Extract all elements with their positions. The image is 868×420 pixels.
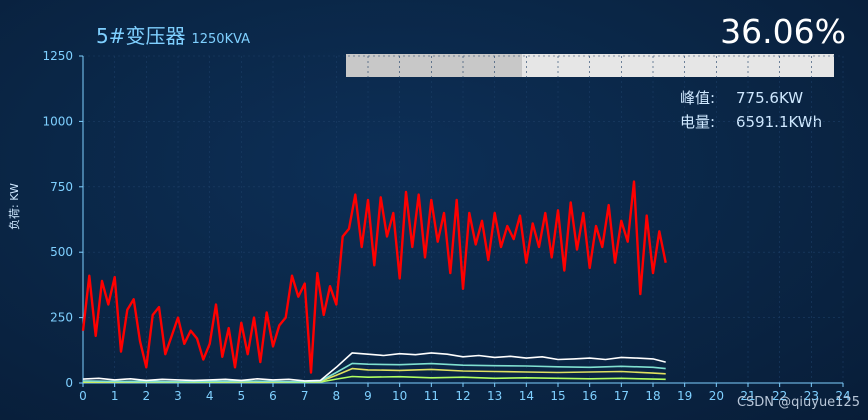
y-tick-label: 250 <box>50 311 73 325</box>
x-tick-label: 24 <box>835 389 850 403</box>
x-tick-label: 4 <box>206 389 214 403</box>
x-tick-label: 6 <box>269 389 277 403</box>
x-tick-label: 21 <box>740 389 755 403</box>
load-progress-bar <box>346 54 834 77</box>
transformer-capacity: 1250KVA <box>191 32 251 47</box>
x-tick-label: 22 <box>772 389 787 403</box>
energy-stat: 电量: 6591.1KWh <box>680 111 822 132</box>
y-tick-label: 750 <box>50 180 73 194</box>
series-line <box>82 362 666 383</box>
load-percent: 36.06% <box>720 12 846 51</box>
x-tick-label: 7 <box>301 389 309 403</box>
y-tick-label: 1000 <box>42 114 73 128</box>
x-tick-label: 12 <box>455 389 470 403</box>
x-tick-label: 11 <box>424 389 439 403</box>
y-tick-label: 500 <box>50 245 73 259</box>
series-line <box>81 180 667 374</box>
transformer-name: 5#变压器 <box>96 24 186 48</box>
x-tick-label: 15 <box>550 389 565 403</box>
x-tick-label: 0 <box>79 389 87 403</box>
y-tick-label: 1250 <box>42 49 73 63</box>
x-tick-label: 3 <box>174 389 182 403</box>
energy-value: 6591.1KWh <box>736 113 823 131</box>
x-tick-label: 19 <box>677 389 692 403</box>
load-progress-fill <box>346 54 522 77</box>
series-line <box>82 352 666 382</box>
x-tick-label: 13 <box>487 389 502 403</box>
x-tick-label: 5 <box>238 389 246 403</box>
x-tick-label: 2 <box>143 389 151 403</box>
chart-title: 5#变压器 1250KVA <box>96 20 250 49</box>
y-tick-label: 0 <box>65 376 73 390</box>
energy-label: 电量: <box>680 113 716 131</box>
x-tick-label: 20 <box>709 389 724 403</box>
x-tick-label: 9 <box>364 389 372 403</box>
x-tick-label: 23 <box>804 389 819 403</box>
peak-stat: 峰值: 775.6KW <box>680 87 803 108</box>
x-tick-label: 17 <box>614 389 629 403</box>
peak-label: 峰值: <box>680 89 716 107</box>
x-tick-label: 10 <box>392 389 407 403</box>
x-tick-label: 8 <box>333 389 341 403</box>
peak-value: 775.6KW <box>736 89 804 107</box>
watermark: CSDN @qiuyue125 <box>736 395 860 410</box>
x-tick-label: 18 <box>645 389 660 403</box>
x-tick-label: 1 <box>111 389 119 403</box>
x-tick-label: 16 <box>582 389 597 403</box>
x-tick-label: 14 <box>519 389 534 403</box>
